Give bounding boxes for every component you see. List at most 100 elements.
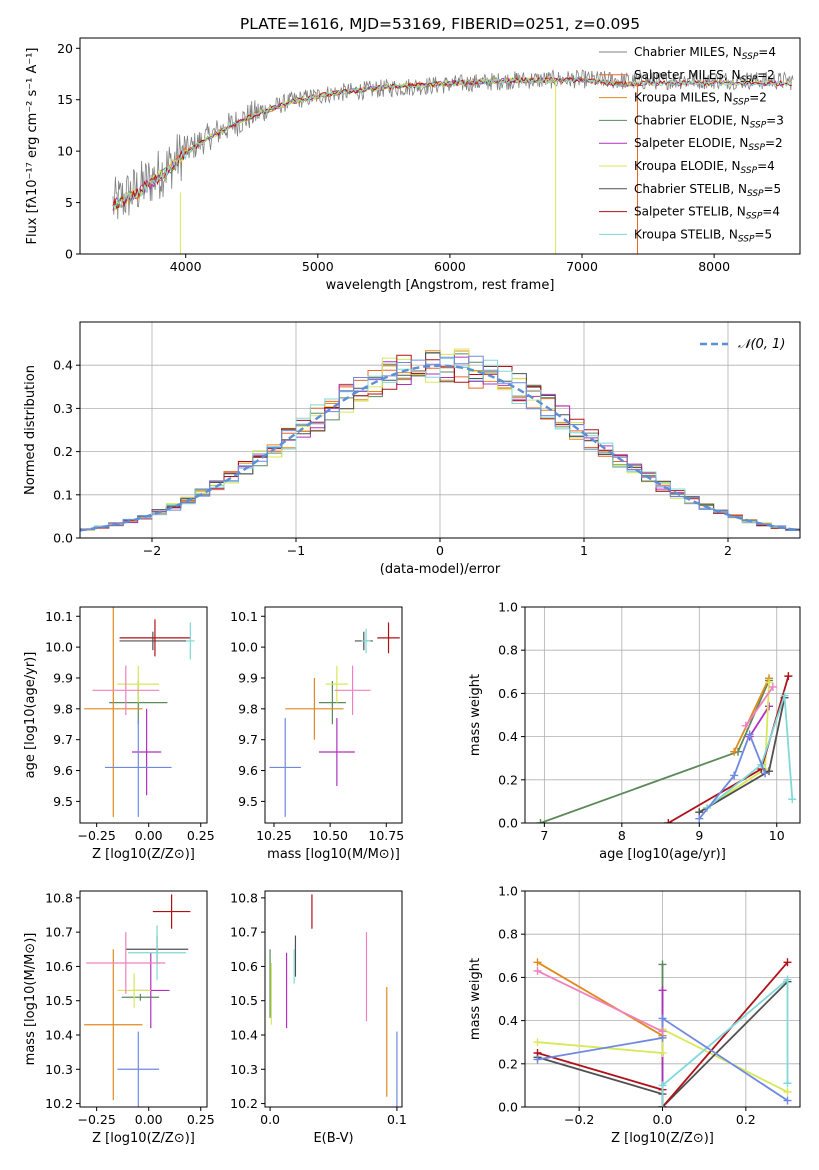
x-tick-label: 6000: [434, 259, 466, 274]
y-tick-label: 10.2: [230, 1096, 258, 1111]
x-tick-label: 7: [540, 828, 548, 843]
y-tick-label: 10.4: [45, 1028, 73, 1043]
y-tick-label: 9.9: [53, 670, 73, 685]
figure-title: PLATE=1616, MJD=53169, FIBERID=0251, z=0…: [240, 15, 640, 33]
y-tick-label: 10.8: [45, 890, 73, 905]
y-tick-label: 0.8: [498, 927, 518, 942]
mass-weight-line: [537, 961, 663, 1037]
panel-0: 4000 5000 6000 7000 8000 0 5 10 15 20 wavelength […: [25, 37, 801, 293]
legend-label: Kroupa STELIB, NSSP=5: [634, 227, 772, 244]
y-tick-label: 0.6: [498, 970, 518, 985]
y-tick-label: 5: [65, 195, 73, 210]
y-tick-label: 0.2: [498, 772, 518, 787]
y-tick-label: 1.0: [498, 600, 518, 615]
x-tick-label: 10: [769, 828, 785, 843]
mass-weight-marker: [761, 769, 770, 778]
y-tick-label: 9.5: [238, 794, 258, 809]
mass-weight-line: [748, 705, 770, 738]
y-tick-label: 0.4: [53, 358, 73, 373]
y-tick-label: 0.0: [53, 531, 73, 546]
axes-frame: [264, 890, 403, 1108]
plot-area: [536, 672, 797, 823]
y-tick-label: 10: [57, 144, 73, 159]
mass-weight-marker: [768, 682, 777, 691]
mass-weight-marker: [533, 1055, 542, 1064]
mass-weight-line: [733, 677, 770, 753]
mass-weight-marker: [658, 1103, 667, 1107]
y-axis-label: mass weight: [468, 674, 483, 756]
mass-weight-marker: [780, 691, 789, 700]
mass-weight-marker: [765, 678, 774, 687]
legend-label: Chabrier STELIB, NSSP=5: [634, 182, 781, 199]
axes-frame: [79, 606, 208, 824]
y-tick-label: 9.8: [238, 701, 258, 716]
y-tick-label: 9.7: [238, 732, 258, 747]
y-tick-label: 10.2: [45, 1096, 73, 1111]
x-tick-label: −2: [143, 543, 161, 558]
panel-4: 7 8 9 10 0.0 0.2 0.4 0.6 0.8 1.0 age [log10(age/yr…: [468, 600, 801, 862]
x-axis-label: Z [log10(Z/Z⊙)]: [92, 847, 195, 862]
x-axis-label: E(B-V): [313, 1131, 353, 1146]
gaussian-curve: [80, 364, 800, 532]
x-tick-label: 10.25: [256, 828, 292, 843]
y-tick-label: 10.5: [45, 993, 73, 1008]
y-axis-label: Flux [fλ10⁻¹⁷ erg cm⁻² s⁻¹ A⁻¹]: [25, 48, 40, 245]
mass-weight-marker: [741, 721, 750, 730]
panel-7: −0.2 0.0 0.2 0.0 0.2 0.4 0.6 0.8 1.0 Z [log10(Z/Z…: [468, 884, 801, 1146]
y-tick-label: 10.4: [230, 1028, 258, 1043]
mass-weight-marker: [664, 819, 673, 823]
plot-area: [269, 622, 400, 817]
legend-label: Salpeter ELODIE, NSSP=2: [634, 136, 783, 153]
mass-weight-marker: [788, 795, 797, 804]
x-tick-label: 8: [618, 828, 626, 843]
mass-weight-marker: [783, 958, 792, 967]
mass-weight-marker: [730, 747, 739, 756]
y-tick-label: 0.4: [498, 1013, 518, 1028]
y-tick-label: 0.6: [498, 686, 518, 701]
mass-weight-marker: [658, 960, 667, 969]
mass-weight-marker: [658, 1014, 667, 1023]
axes-frame: [524, 606, 801, 824]
y-tick-label: 15: [57, 92, 73, 107]
legend-label: Kroupa ELODIE, NSSP=4: [634, 159, 775, 176]
y-tick-label: 0.1: [53, 487, 73, 502]
mass-weight-marker: [765, 702, 774, 711]
plot-area: [84, 894, 191, 1107]
y-tick-label: 0.8: [498, 643, 518, 658]
x-tick-label: 8000: [698, 259, 730, 274]
y-tick-label: 10.7: [45, 925, 73, 940]
x-axis-label: Z [log10(Z/Z⊙)]: [611, 1131, 714, 1146]
y-tick-label: 10.1: [230, 609, 258, 624]
y-tick-label: 9.7: [53, 732, 73, 747]
mass-weight-marker: [533, 958, 542, 967]
y-tick-label: 0.2: [498, 1056, 518, 1071]
x-tick-label: −0.25: [77, 1112, 115, 1127]
axes-frame: [264, 606, 403, 824]
x-tick-label: 0.00: [135, 828, 163, 843]
mass-weight-marker: [783, 1079, 792, 1088]
x-tick-label: −0.25: [77, 828, 115, 843]
y-tick-label: 0: [65, 247, 73, 262]
panel-2: −0.25 0.00 0.25 9.5 9.6 9.7 9.8 9.9 10.0 10.1 Z [l…: [23, 606, 215, 862]
x-tick-label: 0: [436, 543, 444, 558]
mass-weight-marker: [658, 1049, 667, 1057]
x-tick-label: 0.0: [653, 1112, 673, 1127]
y-axis-label: mass weight: [468, 958, 483, 1040]
x-axis-label: age [log10(age/yr)]: [599, 847, 726, 862]
x-tick-label: 7000: [566, 259, 598, 274]
mass-weight-line: [706, 695, 794, 809]
mass-weight-line: [745, 686, 774, 727]
y-tick-label: 10.6: [45, 959, 73, 974]
x-tick-label: 0.25: [187, 1112, 215, 1127]
x-tick-label: 0.00: [135, 1112, 163, 1127]
mass-weight-marker: [658, 1081, 667, 1090]
x-tick-label: 5000: [302, 259, 334, 274]
axes-frame: [79, 37, 801, 255]
panel-6: 0.0 0.1 10.2 10.3 10.4 10.5 10.6 10.7 10.8 E(B-V): [230, 890, 407, 1146]
y-tick-label: 10.3: [230, 1062, 258, 1077]
y-tick-label: 10.3: [45, 1062, 73, 1077]
mass-weight-line: [698, 731, 766, 820]
residual-histogram: [80, 358, 800, 531]
x-tick-label: 0.0: [260, 1112, 280, 1127]
